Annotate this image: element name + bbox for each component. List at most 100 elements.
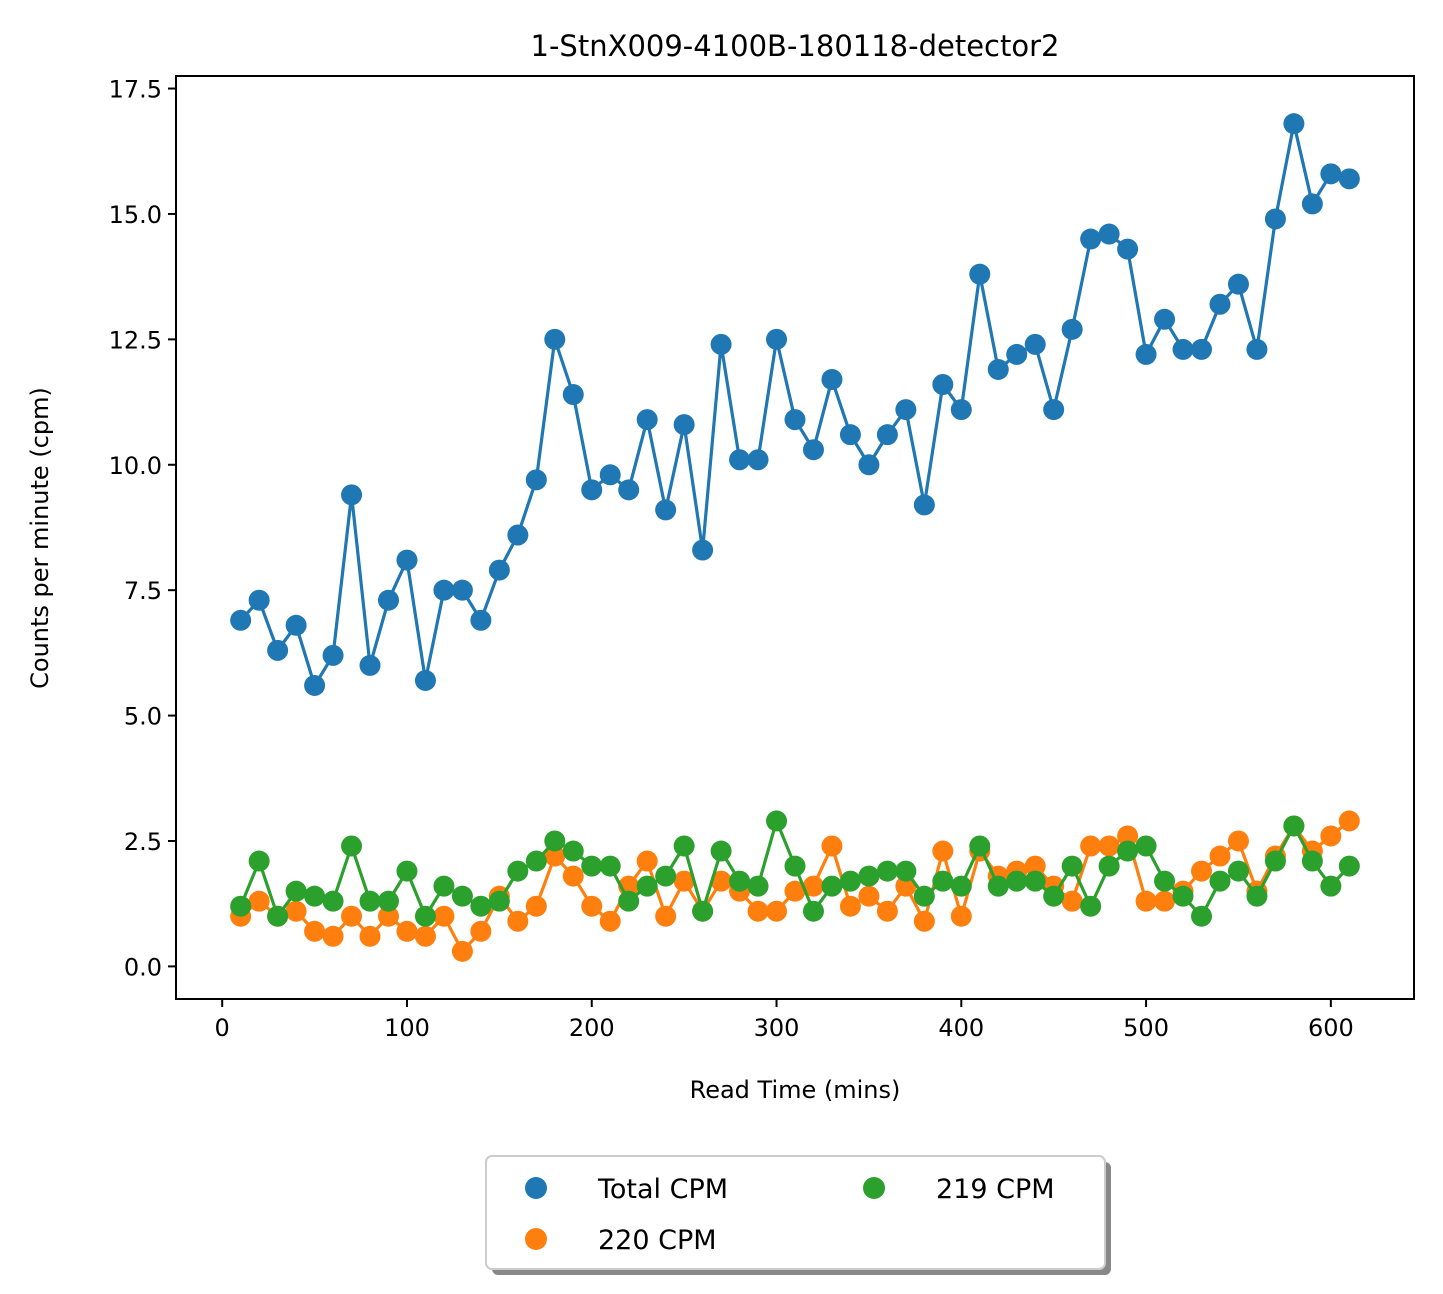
data-point — [230, 609, 252, 631]
data-point — [802, 439, 824, 461]
data-point — [618, 890, 640, 912]
data-point — [304, 885, 326, 907]
data-point — [1172, 338, 1194, 360]
series-line — [239, 123, 1350, 690]
data-point — [1191, 338, 1213, 360]
legend-label: 219 CPM — [936, 1174, 1055, 1205]
data-point — [562, 840, 584, 862]
data-point — [599, 855, 621, 877]
data-point — [1320, 825, 1342, 847]
x-tick-label: 600 — [1308, 1014, 1354, 1042]
data-point — [1227, 830, 1249, 852]
data-point — [932, 870, 954, 892]
data-point — [470, 895, 492, 917]
y-tick-label: 5.0 — [124, 703, 162, 731]
data-point — [747, 900, 769, 922]
data-point — [341, 905, 363, 927]
data-point — [562, 384, 584, 406]
x-axis-label: Read Time (mins) — [690, 1076, 901, 1104]
y-tick-label: 17.5 — [109, 76, 162, 104]
data-point — [599, 464, 621, 486]
data-point — [1191, 860, 1213, 882]
data-point — [414, 925, 436, 947]
data-point — [821, 875, 843, 897]
data-point — [1154, 890, 1176, 912]
data-point — [876, 860, 898, 882]
data-point — [1283, 113, 1305, 135]
data-point — [987, 875, 1009, 897]
data-point — [802, 900, 824, 922]
data-point — [858, 454, 880, 476]
data-point — [451, 940, 473, 962]
data-point — [932, 840, 954, 862]
data-point — [1006, 870, 1028, 892]
data-point — [1320, 163, 1342, 185]
data-point — [230, 895, 252, 917]
data-point — [1227, 860, 1249, 882]
data-point — [488, 559, 510, 581]
legend-box — [485, 1155, 1106, 1270]
data-point — [766, 900, 788, 922]
data-point — [285, 900, 307, 922]
data-point — [377, 589, 399, 611]
data-point — [1061, 318, 1083, 340]
data-point — [304, 674, 326, 696]
data-point — [987, 358, 1009, 380]
data-point — [692, 539, 714, 561]
data-point — [562, 865, 584, 887]
data-point — [839, 870, 861, 892]
data-point — [1320, 875, 1342, 897]
data-point — [710, 333, 732, 355]
data-point — [451, 885, 473, 907]
data-point — [267, 905, 289, 927]
legend-marker — [525, 1228, 547, 1250]
data-point — [895, 399, 917, 421]
data-point — [802, 875, 824, 897]
data-point — [1338, 810, 1360, 832]
data-point — [932, 374, 954, 396]
data-point — [377, 905, 399, 927]
data-point — [1080, 835, 1102, 857]
series-219-cpm — [230, 810, 1360, 927]
data-point — [710, 840, 732, 862]
series-220-cpm — [230, 810, 1360, 962]
data-point — [839, 424, 861, 446]
data-point — [950, 875, 972, 897]
data-point — [1209, 870, 1231, 892]
data-point — [913, 910, 935, 932]
data-point — [1209, 845, 1231, 867]
data-point — [1246, 885, 1268, 907]
data-point — [341, 484, 363, 506]
data-point — [1135, 890, 1157, 912]
data-point — [673, 414, 695, 436]
x-tick-label: 400 — [938, 1014, 984, 1042]
y-tick-label: 0.0 — [124, 953, 162, 981]
data-point — [507, 860, 529, 882]
data-point — [1043, 399, 1065, 421]
data-point — [359, 654, 381, 676]
data-point — [784, 880, 806, 902]
data-point — [839, 895, 861, 917]
legend-marker — [525, 1177, 547, 1199]
data-point — [285, 880, 307, 902]
data-point — [655, 499, 677, 521]
data-point — [1117, 825, 1139, 847]
plot-frame — [175, 75, 1415, 1000]
data-point — [1135, 343, 1157, 365]
data-point — [414, 905, 436, 927]
data-point — [414, 669, 436, 691]
y-tick-label: 15.0 — [109, 201, 162, 229]
data-point — [581, 855, 603, 877]
data-point — [1301, 850, 1323, 872]
data-point — [285, 614, 307, 636]
data-point — [1301, 193, 1323, 215]
x-tick-label: 500 — [1123, 1014, 1169, 1042]
data-point — [1098, 835, 1120, 857]
x-tick-label: 100 — [384, 1014, 430, 1042]
data-point — [1227, 273, 1249, 295]
y-tick-label: 12.5 — [109, 326, 162, 354]
legend-label: Total CPM — [597, 1174, 728, 1205]
data-point — [821, 835, 843, 857]
data-point — [544, 845, 566, 867]
